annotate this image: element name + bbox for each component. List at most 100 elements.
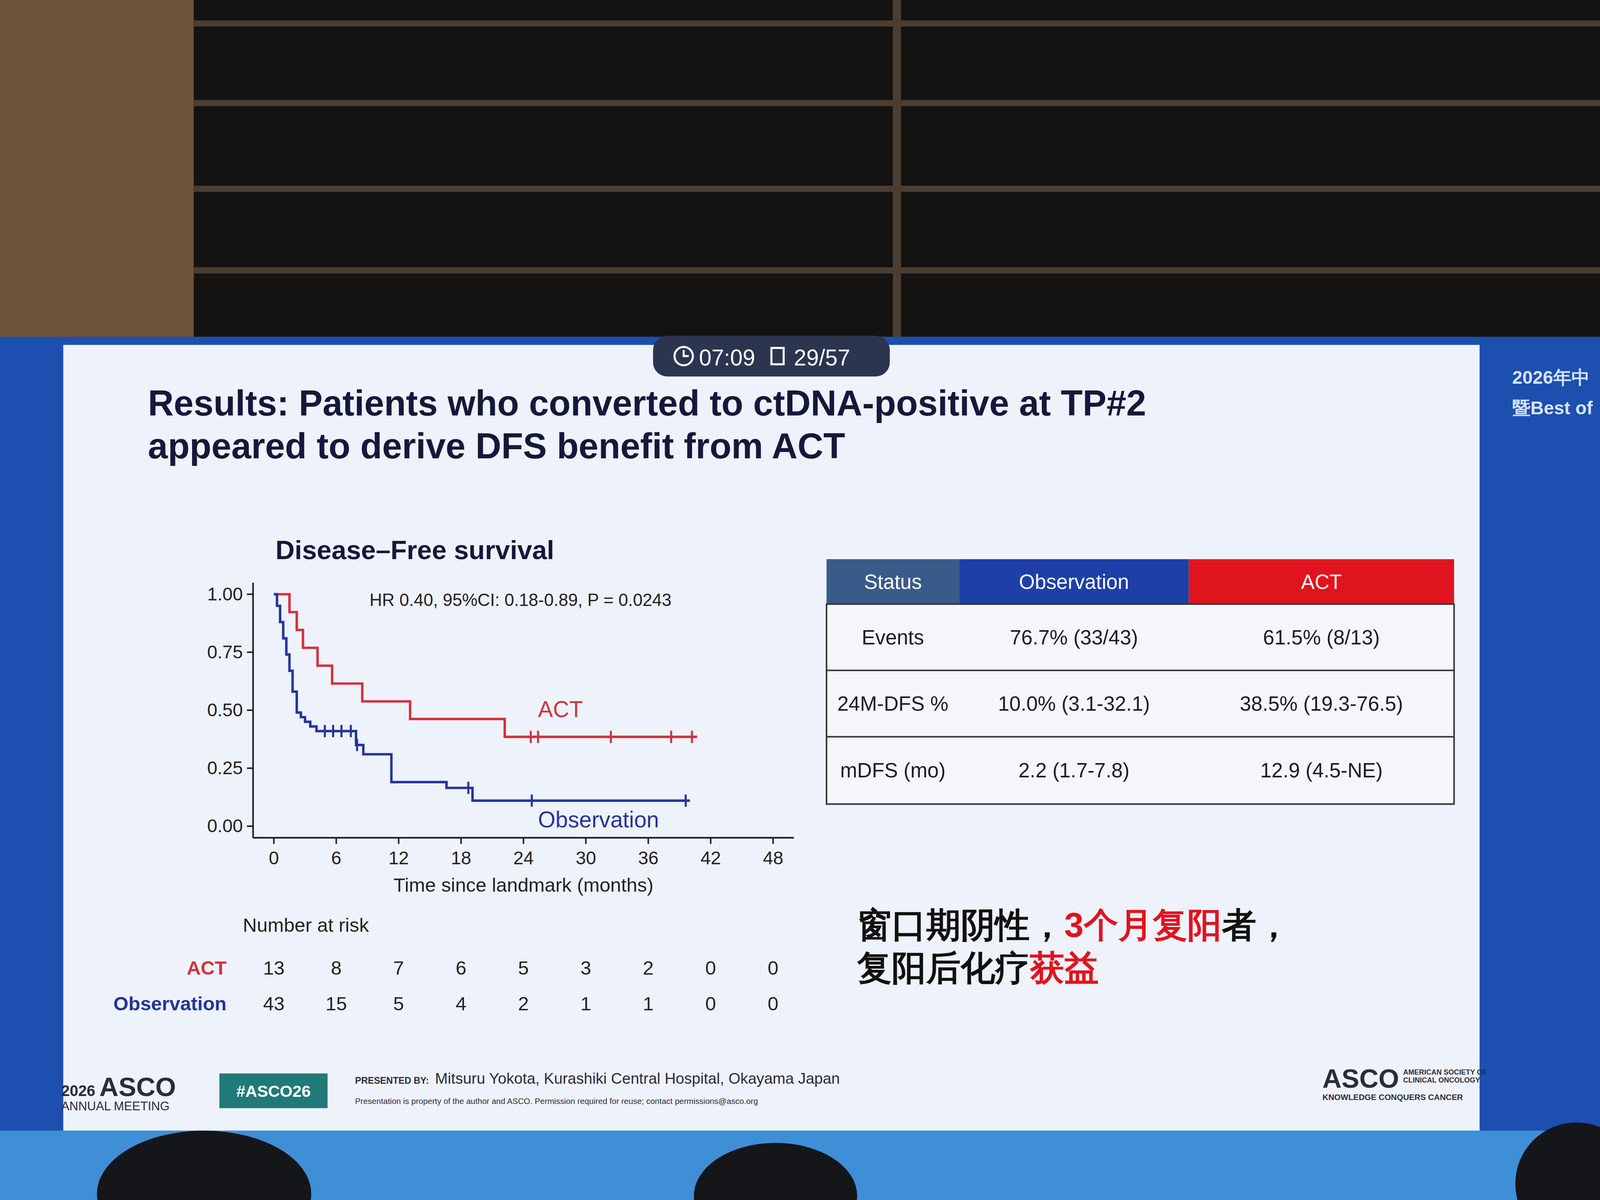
note-segment: 获益: [1029, 948, 1099, 988]
km-curve: [273, 594, 690, 801]
slide-title: Results: Patients who converted to ctDNA…: [148, 383, 1147, 424]
timer-pill: [653, 335, 891, 377]
table-rule: [826, 736, 1454, 738]
curve-label: Observation: [538, 807, 660, 833]
y-tick: [246, 767, 253, 770]
x-tick: [647, 837, 650, 844]
slide-title: appeared to derive DFS benefit from ACT: [148, 426, 846, 466]
km-curve: [273, 594, 698, 737]
presenter: Mitsuru Yokota, Kurashiki Central Hospit…: [434, 1069, 840, 1087]
at-risk-row-label: ACT: [186, 957, 227, 979]
x-axis-title: Time since landmark (months): [393, 874, 654, 896]
at-risk-count: 43: [263, 992, 285, 1015]
x-tick: [460, 837, 462, 844]
audience-head: [96, 1130, 312, 1200]
censor-mark: [332, 725, 335, 738]
at-risk-count: 15: [325, 992, 347, 1015]
table-cell: 61.5% (8/13): [1263, 625, 1380, 649]
x-tick-label: 48: [762, 847, 783, 869]
page-icon: [771, 348, 784, 365]
hr-annotation: HR 0.40, 95%CI: 0.18-0.89, P = 0.0243: [369, 590, 672, 610]
audience-head: [1515, 1122, 1600, 1200]
wall: [0, 0, 195, 342]
side-text: 2026年中: [1512, 367, 1590, 388]
note-segment: 3个月复阳: [1064, 905, 1222, 945]
at-risk-count: 1: [580, 992, 592, 1015]
at-risk-count: 13: [263, 957, 285, 979]
footer-year: 2026: [61, 1082, 96, 1100]
note-line: 复阳后化疗获益: [856, 948, 1099, 988]
society-name: AMERICAN SOCIETY OF: [1403, 1068, 1487, 1077]
y-tick: [246, 825, 253, 827]
ceiling-beam: [892, 0, 902, 342]
slide-area: [63, 344, 1480, 1131]
at-risk-count: 3: [580, 957, 592, 979]
clock-icon: [674, 346, 693, 366]
room: [0, 0, 1600, 1200]
table-header-cell: [1188, 559, 1455, 604]
x-tick-label: 42: [700, 847, 721, 869]
x-tick-label: 0: [268, 847, 279, 869]
page-number: 29/57: [794, 345, 851, 371]
table-header-cell: [959, 559, 1189, 604]
society-logo: ASCO: [1322, 1063, 1400, 1094]
note-line: 窗口期阴性，3个月复阳者，: [857, 905, 1291, 945]
y-tick-label: 0.00: [207, 815, 243, 837]
at-risk-count: 5: [393, 992, 404, 1015]
x-tick-label: 18: [450, 847, 472, 869]
at-risk-count: 5: [518, 957, 529, 979]
curve-label: ACT: [538, 696, 583, 722]
table-header-cell: [826, 559, 960, 604]
timer: 07:09: [698, 345, 756, 371]
x-tick-label: 24: [513, 847, 534, 869]
at-risk-count: 2: [642, 957, 654, 979]
censor-mark: [536, 730, 539, 743]
hashtag: #ASCO26: [236, 1082, 311, 1101]
censor-mark: [467, 781, 470, 795]
table-cell: 2.2 (1.7-7.8): [1018, 758, 1130, 782]
censor-mark: [529, 730, 532, 743]
x-tick-label: 30: [575, 847, 597, 869]
censor-mark: [323, 725, 326, 738]
slide-photo: 2026年中暨Best of 07:09 29/57 Results: Patient…: [0, 0, 1600, 1200]
table-body: [826, 603, 1454, 804]
x-tick: [273, 837, 275, 844]
censor-mark: [609, 730, 612, 743]
clock-hands: [683, 350, 689, 356]
audience-head: [694, 1142, 858, 1200]
table-header: ACT: [1301, 570, 1343, 594]
chart: Disease–Free survival0.000.250.500.751.0…: [113, 534, 795, 1015]
results-table: StatusObservationACTEvents76.7% (33/43)6…: [826, 559, 1454, 804]
y-tick: [246, 709, 253, 712]
x-tick: [335, 837, 337, 844]
censor-mark: [684, 794, 687, 807]
x-tick: [398, 837, 400, 844]
side-text: 暨Best of: [1512, 397, 1593, 419]
table-rule: [826, 669, 1454, 672]
note-segment: 者，: [1221, 905, 1291, 945]
at-risk-count: 0: [705, 957, 716, 979]
x-tick-label: 12: [388, 847, 409, 869]
x-tick: [772, 837, 774, 844]
note-segment: 复阳后化疗: [856, 948, 1030, 988]
x-tick-label: 6: [331, 847, 342, 869]
table-header: Status: [863, 570, 922, 594]
chart-title: Disease–Free survival: [275, 534, 554, 565]
censor-mark: [340, 725, 343, 738]
table-cell: 12.9 (4.5-NE): [1260, 758, 1383, 782]
at-risk-count: 8: [330, 957, 342, 979]
censor-mark: [355, 738, 358, 752]
at-risk-count: 2: [518, 992, 529, 1015]
y-tick-label: 0.50: [207, 699, 243, 721]
screen-frame: [0, 336, 1600, 1133]
table-cell: Events: [861, 625, 924, 649]
table-cell: 10.0% (3.1-32.1): [998, 692, 1150, 716]
footer-logo: ASCO: [99, 1071, 176, 1102]
censor-mark: [690, 730, 693, 743]
at-risk-count: 4: [455, 992, 467, 1015]
at-risk-row-label: Observation: [113, 992, 227, 1015]
censor-mark: [670, 730, 673, 743]
hashtag-box: [219, 1073, 328, 1108]
x-tick: [709, 837, 712, 844]
censor-mark: [530, 794, 533, 807]
